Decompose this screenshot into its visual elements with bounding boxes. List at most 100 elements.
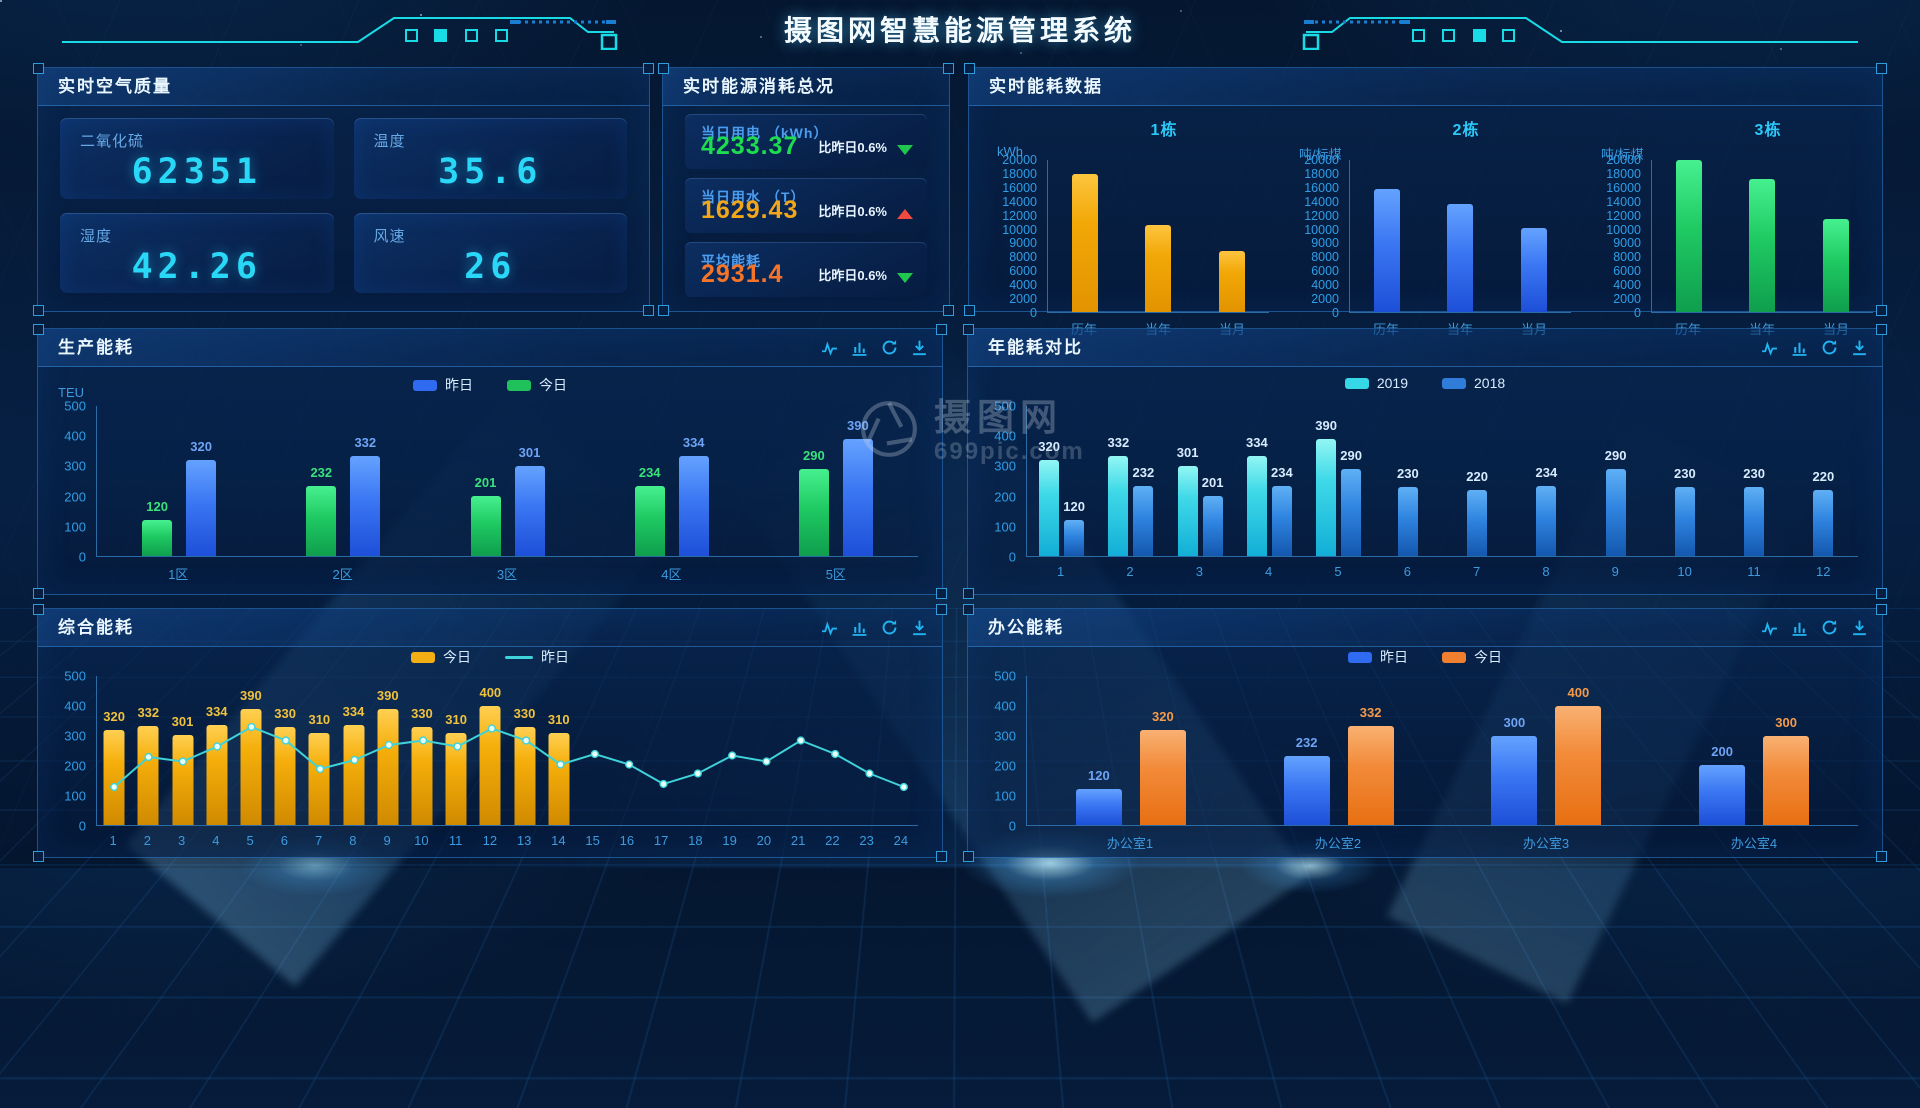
refresh-icon[interactable] xyxy=(1821,339,1838,356)
y-tick: 10000 xyxy=(1304,222,1339,237)
x-category-label: 5 xyxy=(246,833,254,848)
x-category-label: 13 xyxy=(516,833,532,848)
y-tick: 18000 xyxy=(1002,166,1037,181)
legend-item-今日[interactable]: 今日 xyxy=(411,647,471,667)
panel-header: 实时能耗数据 xyxy=(969,68,1882,106)
legend-item-2019[interactable]: 2019 xyxy=(1344,375,1408,391)
bar-value-label: 310 xyxy=(445,711,467,727)
panel-title: 生产能耗 xyxy=(58,338,134,357)
legend-label: 昨日 xyxy=(445,377,473,393)
bar-group: 232 332 xyxy=(261,406,425,556)
bar-chart-icon[interactable] xyxy=(851,619,868,636)
download-icon[interactable] xyxy=(1851,339,1868,356)
x-category-label: 办公室3 xyxy=(1522,836,1570,851)
y-tick: 0 xyxy=(1634,306,1641,320)
bar-group: 290 390 xyxy=(754,406,918,556)
x-category-label: 8 xyxy=(1542,564,1550,579)
y-tick: 0 xyxy=(1030,306,1037,320)
bar-value-label: 234 xyxy=(638,464,661,480)
legend-swatch xyxy=(411,651,435,663)
header: 摄图网智慧能源管理系统 xyxy=(0,0,1920,56)
bar-slot: 390 xyxy=(371,676,405,825)
bar-2018: 230 xyxy=(1674,466,1696,556)
bar-今日: 120 xyxy=(142,499,173,556)
bar-value-label: 120 xyxy=(1088,768,1110,784)
bar-昨日: 332 xyxy=(350,435,381,556)
panel-header: 实时能源消耗总况 xyxy=(663,68,949,106)
page-title: 摄图网智慧能源管理系统 xyxy=(783,15,1136,46)
bar-2018: 220 xyxy=(1813,469,1834,556)
bar-value-label: 334 xyxy=(682,434,705,450)
download-icon[interactable] xyxy=(1851,619,1868,636)
bar-2018: 234 xyxy=(1271,465,1293,556)
chart-plot-area: 320 332 301 334 390 330 310 334 390 330 310 400 330 3… xyxy=(96,676,918,826)
legend-item-昨日[interactable]: 昨日 xyxy=(505,647,569,667)
download-icon[interactable] xyxy=(911,339,928,356)
legend-item-今日[interactable]: 今日 xyxy=(507,375,567,395)
x-category-label: 9 xyxy=(1611,564,1619,579)
y-axis-unit: 吨/标煤 xyxy=(1601,147,1644,162)
y-axis-ticks: 20000 18000 16000 14000 12000 10000 9000 8000 60… xyxy=(1281,153,1339,320)
bar-chart-icon[interactable] xyxy=(1791,619,1808,636)
pulse-chart-icon[interactable] xyxy=(821,339,838,356)
x-category-label: 15 xyxy=(585,833,600,848)
x-category-label: 办公室4 xyxy=(1730,836,1778,851)
legend-item-昨日[interactable]: 昨日 xyxy=(413,375,473,395)
bar-slot xyxy=(747,676,781,825)
legend-item-今日[interactable]: 今日 xyxy=(1442,647,1502,667)
x-category-label: 10 xyxy=(1677,564,1692,579)
x-category-label: 6 xyxy=(1403,564,1411,579)
y-tick: 12000 xyxy=(1304,208,1339,223)
y-tick: 8000 xyxy=(1311,250,1339,265)
y-tick: 20000 xyxy=(1304,153,1339,167)
panel-corner-mark xyxy=(1876,305,1887,316)
pulse-chart-icon[interactable] xyxy=(1761,619,1778,636)
pulse-chart-icon[interactable] xyxy=(821,619,838,636)
bar-2019: 301 xyxy=(1177,445,1198,556)
refresh-icon[interactable] xyxy=(881,619,898,636)
refresh-icon[interactable] xyxy=(881,339,898,356)
air-stat-value: 62351 xyxy=(131,152,262,192)
x-category-label: 4 xyxy=(212,833,220,848)
bar-2019: 390 xyxy=(1315,418,1337,556)
bar-11: 310 xyxy=(445,712,467,825)
refresh-icon[interactable] xyxy=(1821,619,1838,636)
bar-group: 230 xyxy=(1650,406,1719,556)
panel-title: 实时空气质量 xyxy=(58,77,172,96)
legend-item-昨日[interactable]: 昨日 xyxy=(1348,647,1408,667)
overview-value: 1629.43 xyxy=(701,196,799,224)
legend-swatch xyxy=(1442,377,1466,389)
bar-chart-icon[interactable] xyxy=(851,339,868,356)
bar-2018: 120 xyxy=(1063,499,1085,556)
legend-swatch xyxy=(505,655,533,659)
panel-corner-mark xyxy=(1876,63,1887,74)
bar-chart-icon[interactable] xyxy=(1791,339,1808,356)
bar-value-label: 390 xyxy=(1315,418,1337,433)
bar-group: 232 332 xyxy=(1235,676,1443,825)
y-tick: 9000 xyxy=(1009,236,1037,251)
bar-昨日: 200 xyxy=(1699,744,1746,825)
x-category-label: 4区 xyxy=(661,567,682,582)
download-icon[interactable] xyxy=(911,619,928,636)
chart-legend: 2019 2018 xyxy=(968,375,1882,391)
legend-item-2018[interactable]: 2018 xyxy=(1442,375,1505,391)
bar-value-label: 334 xyxy=(342,704,365,720)
panel-corner-mark xyxy=(963,851,974,862)
y-tick: 200 xyxy=(994,489,1016,505)
chart-plot-area: 120 320 232 332 300 400 200 300 xyxy=(1026,676,1858,826)
y-tick: 16000 xyxy=(1606,180,1641,195)
header-decoration-right xyxy=(1302,17,1858,50)
panel-corner-mark xyxy=(964,305,975,316)
bar-昨日: 300 xyxy=(1491,715,1538,825)
legend-label: 2019 xyxy=(1376,375,1408,391)
bar-value-label: 200 xyxy=(1711,744,1733,760)
pulse-chart-icon[interactable] xyxy=(1761,339,1778,356)
bar-value-label: 390 xyxy=(847,418,869,433)
x-category-label: 3 xyxy=(178,833,186,848)
bar-今日: 320 xyxy=(1139,709,1186,825)
bar-value-label: 390 xyxy=(240,687,262,703)
bar-value-label: 400 xyxy=(1567,684,1590,700)
y-tick: 300 xyxy=(64,458,86,474)
y-tick: 4000 xyxy=(1613,278,1641,293)
y-tick: 16000 xyxy=(1002,180,1037,195)
